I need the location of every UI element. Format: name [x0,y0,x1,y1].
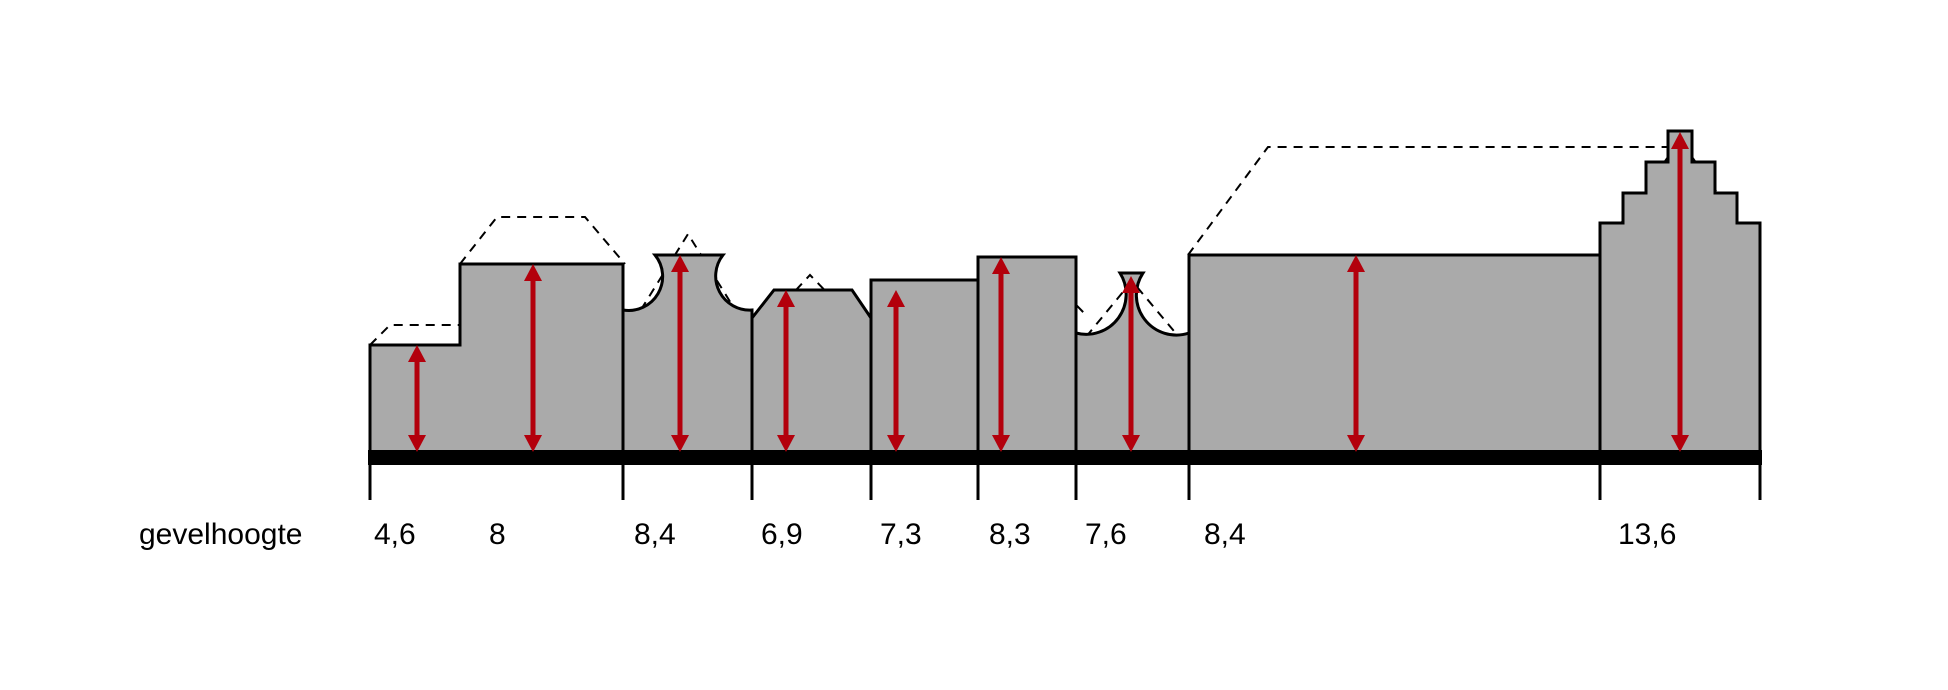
facade-4 [750,288,873,460]
ground-ticks [368,462,1762,500]
roof-outline-2 [459,216,626,265]
row-label: gevelhoogte [139,518,302,551]
height-arrow-6 [992,257,1010,452]
facades [368,129,1762,460]
height-arrows [408,132,1689,452]
height-arrow-4 [777,290,795,452]
facade-6 [976,255,1078,460]
height-label: 4,6 [374,518,416,551]
height-labels: 4,6 8 8,4 6,9 7,3 8,3 7,6 8,4 13,6 [374,518,1676,551]
roof-outline-8 [1187,146,1680,256]
ground-line-right [760,450,1762,465]
height-arrow-8 [1347,255,1365,452]
height-label: 6,9 [761,518,803,551]
facade-1-2 [368,262,625,460]
height-label: 8,4 [634,518,676,551]
height-label: 8,3 [989,518,1031,551]
height-arrow-7 [1122,276,1140,452]
facade-8 [1187,253,1602,460]
height-arrow-5 [887,290,905,452]
height-label: 7,3 [880,518,922,551]
ground-line [368,450,762,465]
height-label: 7,6 [1085,518,1127,551]
height-label: 8,4 [1204,518,1246,551]
roof-outline-1 [369,324,460,346]
height-arrow-2 [524,264,542,452]
height-label: 13,6 [1618,518,1676,551]
height-label: 8 [489,518,506,551]
roof-outline-4 [751,273,871,338]
facade-5 [869,278,980,460]
height-arrow-1 [408,345,426,452]
roof-outline-3 [623,232,753,338]
height-arrow-3 [671,255,689,452]
facade-3 [621,253,754,460]
height-arrow-9 [1671,132,1689,452]
